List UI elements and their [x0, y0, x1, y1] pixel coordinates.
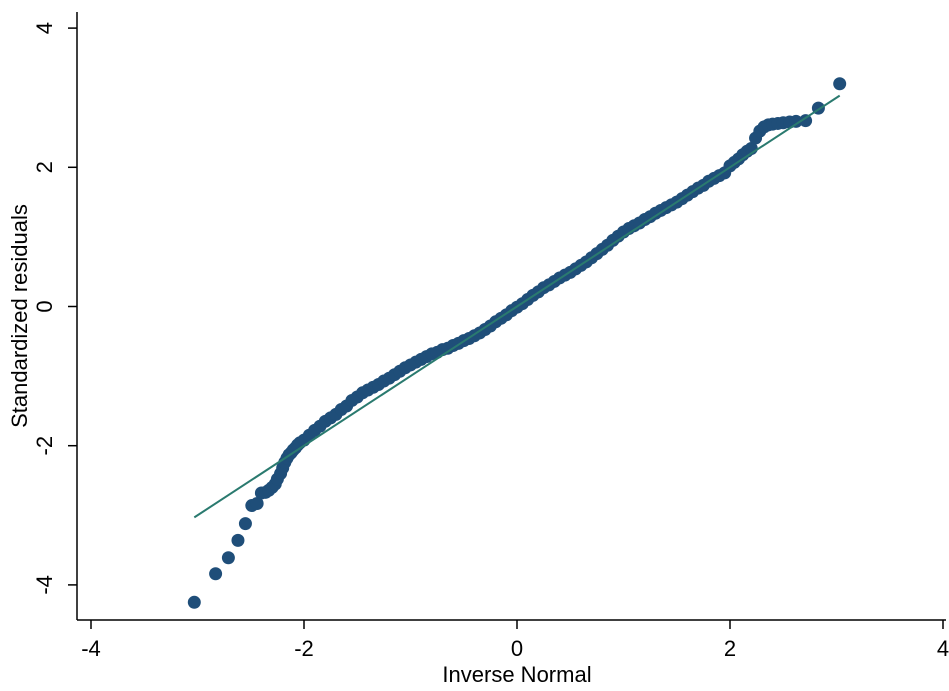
y-tick-label: -4: [32, 575, 57, 595]
x-axis-title: Inverse Normal: [442, 662, 591, 686]
data-point: [221, 551, 235, 565]
x-tick-label: 0: [511, 636, 523, 661]
x-tick-label: -4: [81, 636, 101, 661]
data-point: [789, 114, 803, 128]
reference-line: [193, 94, 841, 519]
y-tick-label: 4: [32, 22, 57, 34]
reference-line-layer: [193, 94, 841, 519]
data-point: [799, 114, 813, 128]
data-point: [209, 567, 223, 581]
x-tick-label: 4: [937, 636, 949, 661]
y-tick-label: 0: [32, 300, 57, 312]
axes: [68, 12, 946, 629]
y-tick-label: -2: [32, 436, 57, 456]
data-point: [238, 517, 252, 531]
x-tick-label: -2: [294, 636, 314, 661]
y-axis-title: Standardized residuals: [7, 204, 32, 428]
data-point: [833, 77, 847, 91]
data-point: [250, 496, 264, 510]
y-tick-label: 2: [32, 161, 57, 173]
x-tick-label: 2: [724, 636, 736, 661]
tick-labels: -4 -2 0 2 4 -4 -2 0 2 4: [32, 22, 949, 661]
data-point: [187, 595, 201, 609]
data-point: [231, 533, 245, 547]
